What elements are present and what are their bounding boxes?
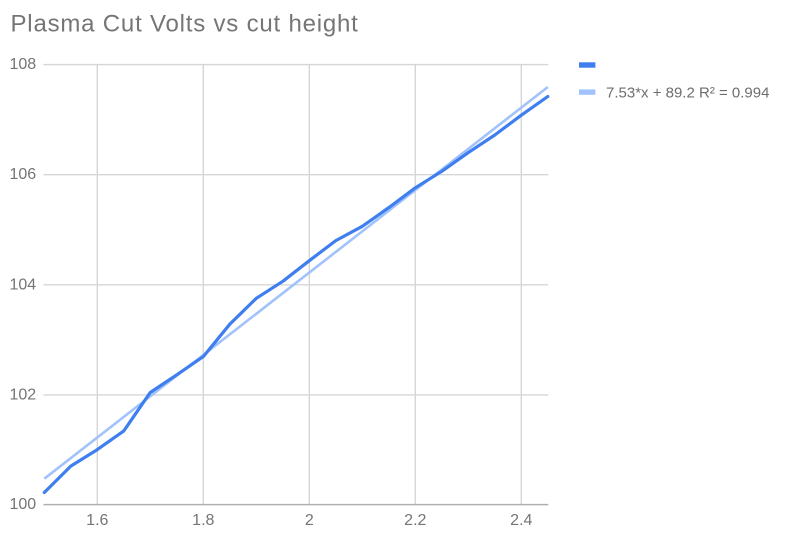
svg-text:100: 100 — [9, 496, 36, 513]
svg-text:108: 108 — [9, 56, 36, 73]
svg-text:106: 106 — [9, 166, 36, 183]
svg-text:102: 102 — [9, 386, 36, 403]
svg-text:Plasma Cut Volts vs cut height: Plasma Cut Volts vs cut height — [11, 11, 359, 38]
svg-text:2.4: 2.4 — [510, 512, 532, 529]
svg-text:1.6: 1.6 — [86, 512, 108, 529]
svg-text:1.8: 1.8 — [192, 512, 214, 529]
svg-text:2.2: 2.2 — [404, 512, 426, 529]
svg-text:2: 2 — [305, 512, 314, 529]
svg-text:7.53*x + 89.2 R² = 0.994: 7.53*x + 89.2 R² = 0.994 — [606, 85, 769, 102]
svg-text:104: 104 — [9, 276, 36, 293]
